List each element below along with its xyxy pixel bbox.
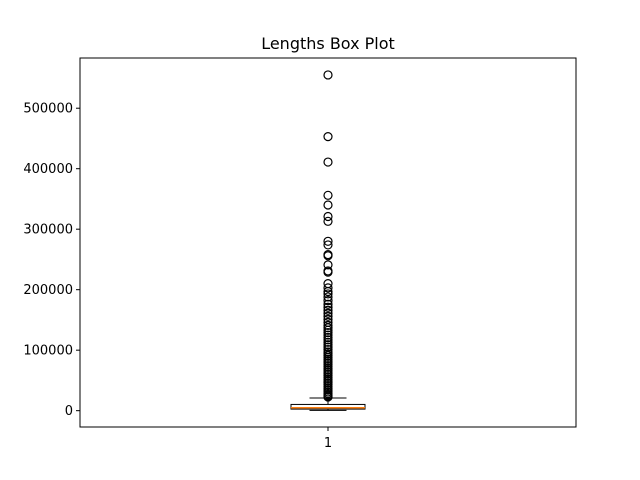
outlier-point [323,251,333,261]
y-axis: 0 100000 200000 300000 400000 500000 [23,102,80,419]
outlier-point [323,190,333,200]
outlier-point [323,332,333,343]
outlier-point [323,320,333,330]
outlier-point [323,295,333,306]
y-tick-label: 500000 [23,102,73,117]
outlier-point [323,236,333,246]
outliers [323,70,333,402]
y-tick-label: 300000 [23,223,73,238]
outlier-point [323,289,333,299]
outlier-point [323,328,333,338]
x-tick-label: 1 [324,436,332,451]
outlier-point [323,299,333,309]
y-tick-label: 100000 [23,344,73,359]
outlier-point [323,392,333,402]
outlier-point [323,323,333,333]
y-tick-label: 0 [65,404,73,419]
outlier-point [323,340,333,350]
outlier-point [323,325,333,335]
outlier-point [323,283,333,293]
outlier-point [323,311,333,321]
y-tick-label: 400000 [23,162,73,177]
iqr-box [290,403,366,410]
outlier-point [323,286,333,297]
outlier-point [323,335,333,345]
outlier-point [323,216,333,226]
outlier-point [323,240,333,250]
outlier-point [323,200,333,210]
outlier-point [323,157,333,167]
outlier-point [323,211,333,222]
outlier-point [323,292,333,302]
outlier-point [323,132,333,142]
outlier-point [323,305,333,315]
outlier-point [323,260,333,270]
outlier-point [323,308,333,318]
chart-title: Lengths Box Plot [261,34,395,53]
outlier-point [323,330,333,340]
outlier-point [323,337,333,347]
x-axis: 1 [324,427,332,451]
outlier-point [323,70,333,80]
y-tick-label: 200000 [23,283,73,298]
outlier-point [323,302,333,312]
outlier-point [323,267,333,277]
